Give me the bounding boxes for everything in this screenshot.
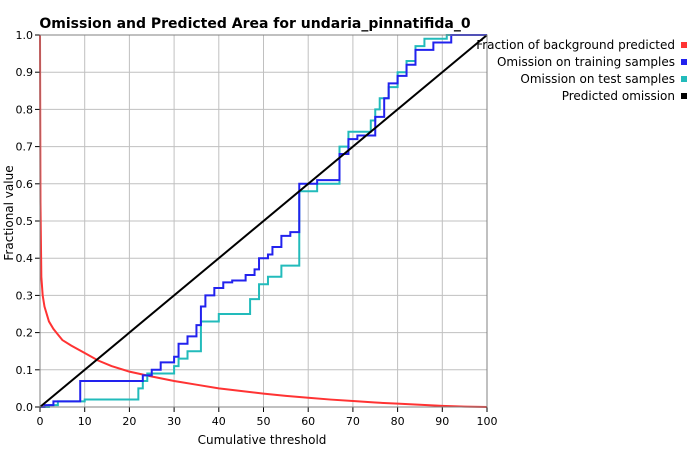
x-axis-label: Cumulative threshold (198, 433, 327, 447)
legend-swatch (681, 59, 687, 65)
chart-title: Omission and Predicted Area for undaria_… (39, 16, 471, 32)
axes: 0 10 20 30 40 50 60 70 80 90 100 0.0 0.1 0.2 0.3 0.4 0.5… (16, 29, 498, 428)
x-tick-label: 90 (435, 415, 449, 428)
y-tick-label: 0.1 (16, 364, 34, 377)
x-tick-label: 20 (122, 415, 136, 428)
y-tick-label: 0.2 (16, 327, 34, 340)
y-tick-label: 0.0 (16, 401, 34, 414)
legend-label: Omission on training samples (497, 55, 675, 69)
y-tick-label: 1.0 (16, 29, 34, 42)
legend-swatch (681, 42, 687, 48)
series-line-fraction-of-background-predicted (39, 34, 488, 408)
x-tick-label: 100 (477, 415, 498, 428)
legend-swatch (681, 76, 687, 82)
y-tick-label: 0.7 (16, 141, 34, 154)
legend: Fraction of background predicted Omission… (476, 38, 687, 103)
x-tick-label: 50 (257, 415, 271, 428)
series-line-predicted-omission (39, 34, 488, 408)
x-tick-label: 60 (301, 415, 315, 428)
legend-label: Omission on test samples (520, 72, 675, 86)
plot-border (39, 34, 488, 408)
x-tick-label: 10 (78, 415, 92, 428)
series-group (39, 34, 488, 408)
series-line-omission-on-training-samples (40, 34, 487, 408)
y-tick-label: 0.8 (16, 103, 34, 116)
legend-label: Predicted omission (562, 89, 675, 103)
y-tick-label: 0.5 (16, 215, 34, 228)
x-tick-label: 70 (346, 415, 360, 428)
legend-swatch (681, 93, 687, 99)
y-tick-label: 0.3 (16, 289, 34, 302)
x-tick-label: 80 (391, 415, 405, 428)
x-tick-label: 40 (212, 415, 226, 428)
legend-label: Fraction of background predicted (476, 38, 675, 52)
x-tick-label: 0 (37, 415, 44, 428)
x-tick-label: 30 (167, 415, 181, 428)
y-axis-label: Fractional value (2, 165, 16, 260)
y-tick-label: 0.4 (16, 252, 34, 265)
y-tick-label: 0.6 (16, 178, 34, 191)
y-tick-label: 0.9 (16, 66, 34, 79)
